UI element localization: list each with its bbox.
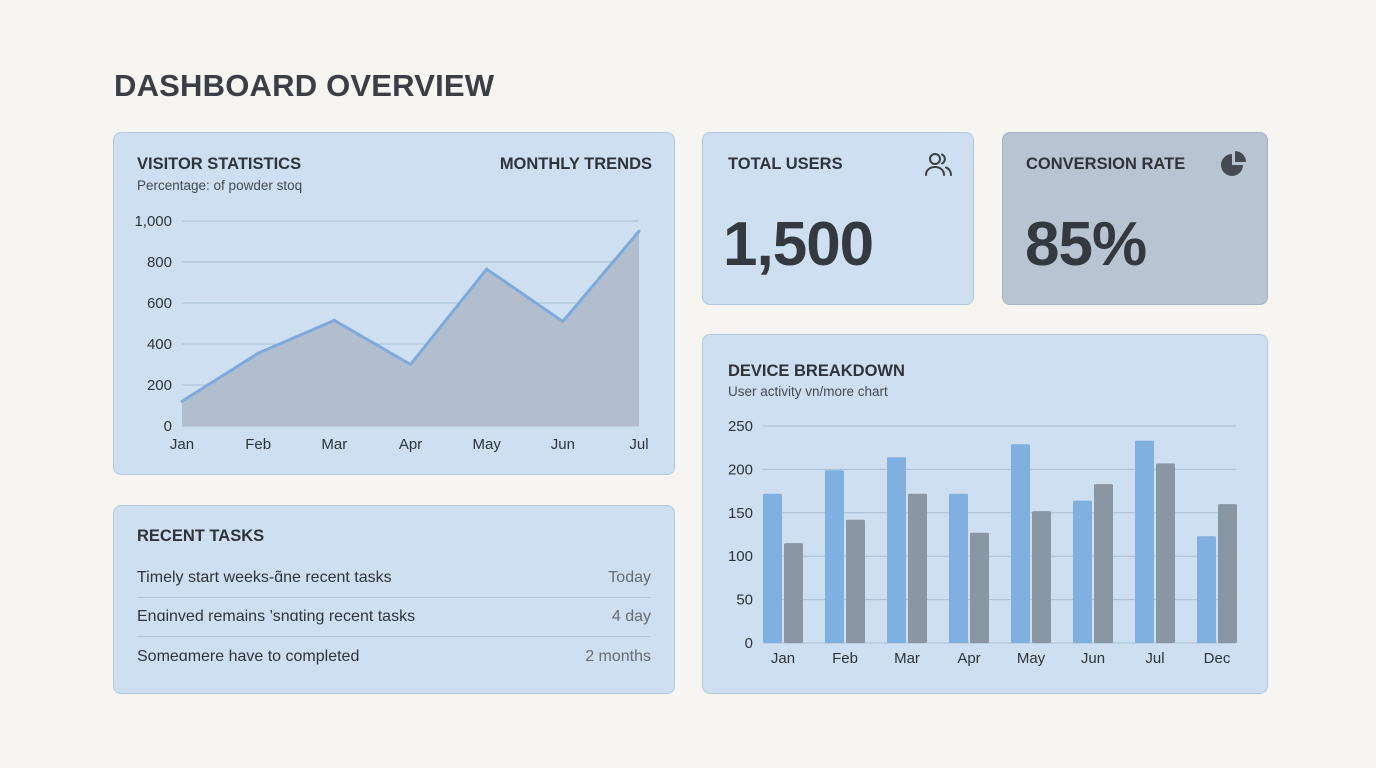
x-tick-label: Feb (832, 650, 858, 667)
data-point (409, 363, 412, 366)
y-tick-label: 0 (164, 418, 172, 435)
total-users-card: TOTAL USERS 1,500 (702, 132, 974, 305)
card-title: TOTAL USERS (728, 155, 843, 173)
total-users-value: 1,500 (723, 210, 874, 279)
device-bar-chart: 0 50 100 150 200 250 Jan Feb Mar Apr May Jun Jul Dec (728, 418, 1237, 667)
data-point (485, 267, 489, 271)
device-breakdown-card: DEVICE BREAKDOWN User activity vn/more c… (702, 334, 1268, 694)
recent-tasks-card: RECENT TASKS Timely start weeks-ɑ̃ne rec… (113, 505, 675, 694)
bar-jul-series-1 (1135, 440, 1154, 643)
y-tick-label: 1,000 (134, 213, 172, 230)
x-tick-label: Mar (321, 436, 347, 453)
task-row[interactable]: Someɑmere have to completed 2 months (137, 637, 651, 676)
y-tick-label: 0 (745, 635, 753, 652)
task-time: 4 day (611, 608, 651, 625)
bar-dec-series-1 (1197, 536, 1216, 643)
bar-jan-series-1 (763, 493, 782, 643)
bar-dec-series-2 (1218, 504, 1237, 643)
task-row[interactable]: Enɑinved remains ’snɑting recent tasks 4… (137, 598, 651, 637)
bar-feb-series-1 (825, 470, 844, 643)
page-title: DASHBOARD OVERVIEW (114, 68, 495, 103)
x-tick-label: Dec (1204, 650, 1231, 667)
x-tick-label: Apr (957, 650, 980, 667)
y-tick-label: 800 (147, 254, 172, 271)
pie-chart-icon (1221, 151, 1246, 176)
x-tick-label: May (1017, 650, 1046, 667)
bar-jun-series-2 (1094, 484, 1113, 643)
visitor-area-chart: 0 200 400 600 800 1,000 Jan Feb Mar Apr May Jun Jul (134, 213, 648, 453)
task-time: 2 months (585, 647, 651, 665)
task-row[interactable]: Timely start weeks-ɑ̃ne recent tasks Tod… (137, 559, 651, 598)
task-text: Timely start weeks-ɑ̃ne recent tasks (137, 569, 392, 586)
y-tick-label: 50 (736, 592, 753, 609)
monthly-trends-label: MONTHLY TRENDS (499, 155, 652, 173)
bar-apr-series-2 (970, 532, 989, 643)
x-tick-label: Apr (399, 436, 422, 453)
y-tick-label: 250 (728, 418, 753, 435)
card-subtitle: User activity vn/more chart (728, 384, 888, 399)
area-fill (182, 231, 639, 426)
card-title: RECENT TASKS (137, 527, 265, 545)
card-title: VISITOR STATISTICS (137, 155, 302, 173)
x-tick-label: Jun (551, 436, 575, 453)
x-tick-label: Jul (1145, 650, 1164, 667)
x-tick-label: Jan (170, 436, 194, 453)
task-text: Someɑmere have to completed (137, 647, 360, 665)
visitor-statistics-card: VISITOR STATISTICS Percentage: of powder… (113, 132, 675, 475)
y-tick-label: 400 (147, 336, 172, 353)
bar-jan-series-2 (784, 543, 803, 643)
y-tick-label: 200 (147, 377, 172, 394)
card-subtitle: Percentage: of powder stoq (137, 178, 303, 193)
x-tick-label: Jul (629, 436, 648, 453)
x-tick-label: Mar (894, 650, 920, 667)
data-point (332, 318, 336, 322)
bar-jul-series-2 (1156, 463, 1175, 643)
bar-may-series-1 (1011, 444, 1030, 643)
task-text: Enɑinved remains ’snɑting recent tasks (137, 608, 416, 625)
bar-jun-series-1 (1073, 500, 1092, 643)
y-tick-label: 150 (728, 505, 753, 522)
y-tick-label: 200 (728, 461, 753, 478)
users-icon (925, 153, 952, 176)
conversion-rate-value: 85% (1025, 210, 1147, 279)
data-point (256, 351, 260, 355)
bar-may-series-2 (1032, 511, 1051, 643)
y-tick-label: 600 (147, 295, 172, 312)
data-point (180, 399, 184, 403)
bar-apr-series-1 (949, 493, 968, 643)
x-tick-label: Jun (1081, 650, 1105, 667)
x-tick-label: Jan (771, 650, 795, 667)
bar-mar-series-2 (908, 493, 927, 643)
data-point (637, 229, 641, 233)
data-point (561, 319, 565, 323)
task-time: Today (608, 569, 651, 586)
x-tick-label: Feb (245, 436, 271, 453)
card-title: CONVERSION RATE (1026, 155, 1186, 173)
bar-mar-series-1 (887, 457, 906, 643)
x-tick-label: May (472, 436, 501, 453)
conversion-rate-card: CONVERSION RATE 85% (1002, 132, 1268, 305)
y-tick-label: 100 (728, 548, 753, 565)
card-title: DEVICE BREAKDOWN (728, 362, 905, 380)
bar-feb-series-2 (846, 519, 865, 643)
